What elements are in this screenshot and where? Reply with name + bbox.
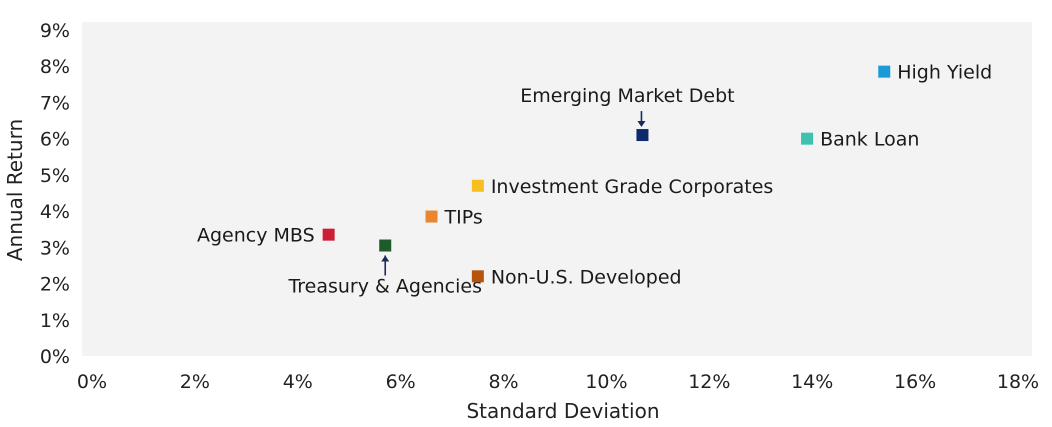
point-label: Emerging Market Debt bbox=[520, 85, 734, 107]
data-point bbox=[322, 228, 335, 241]
x-tick-label: 2% bbox=[180, 371, 210, 393]
y-axis-label: Annual Return bbox=[3, 119, 27, 261]
point-label: Investment Grade Corporates bbox=[491, 176, 774, 198]
data-point bbox=[801, 132, 814, 145]
point-label: Non-U.S. Developed bbox=[491, 266, 682, 288]
data-points: High Yield Emerging Market Debt Bank Loan I… bbox=[197, 62, 992, 298]
data-point bbox=[425, 210, 438, 223]
arrow-head bbox=[637, 121, 646, 128]
point-label: High Yield bbox=[897, 62, 992, 84]
x-tick-label: 18% bbox=[997, 371, 1039, 393]
data-point bbox=[878, 65, 891, 78]
x-tick-label: 0% bbox=[77, 371, 107, 393]
x-tick-label: 14% bbox=[791, 371, 833, 393]
x-tick-labels: 0% 2% 4% 6% 8% 10% 12% 14% 16% 18% bbox=[77, 371, 1039, 393]
y-tick-label: 4% bbox=[40, 201, 70, 223]
data-point bbox=[636, 129, 649, 142]
point-label: Agency MBS bbox=[197, 225, 315, 247]
y-tick-label: 2% bbox=[40, 274, 70, 296]
arrow-head bbox=[381, 255, 390, 262]
y-tick-label: 5% bbox=[40, 165, 70, 187]
x-axis-label: Standard Deviation bbox=[466, 399, 659, 423]
y-tick-label: 0% bbox=[40, 346, 70, 368]
x-tick-label: 6% bbox=[386, 371, 416, 393]
y-tick-label: 8% bbox=[40, 56, 70, 78]
data-point bbox=[471, 179, 484, 192]
point-label: Treasury & Agencies bbox=[287, 276, 482, 298]
data-point bbox=[379, 239, 392, 252]
y-tick-label: 6% bbox=[40, 129, 70, 151]
y-tick-label: 3% bbox=[40, 237, 70, 259]
x-tick-label: 4% bbox=[283, 371, 313, 393]
point-label: TIPs bbox=[444, 207, 483, 229]
x-tick-label: 16% bbox=[894, 371, 936, 393]
x-tick-label: 8% bbox=[488, 371, 518, 393]
y-tick-label: 7% bbox=[40, 92, 70, 114]
y-tick-labels: 0% 1% 2% 3% 4% 5% 6% 7% 8% 9% bbox=[40, 20, 70, 368]
data-point bbox=[471, 270, 484, 283]
y-tick-label: 1% bbox=[40, 310, 70, 332]
point-label: Bank Loan bbox=[820, 129, 919, 151]
y-tick-label: 9% bbox=[40, 20, 70, 42]
plot-area bbox=[82, 22, 1032, 356]
x-tick-label: 10% bbox=[585, 371, 627, 393]
x-tick-label: 12% bbox=[688, 371, 730, 393]
